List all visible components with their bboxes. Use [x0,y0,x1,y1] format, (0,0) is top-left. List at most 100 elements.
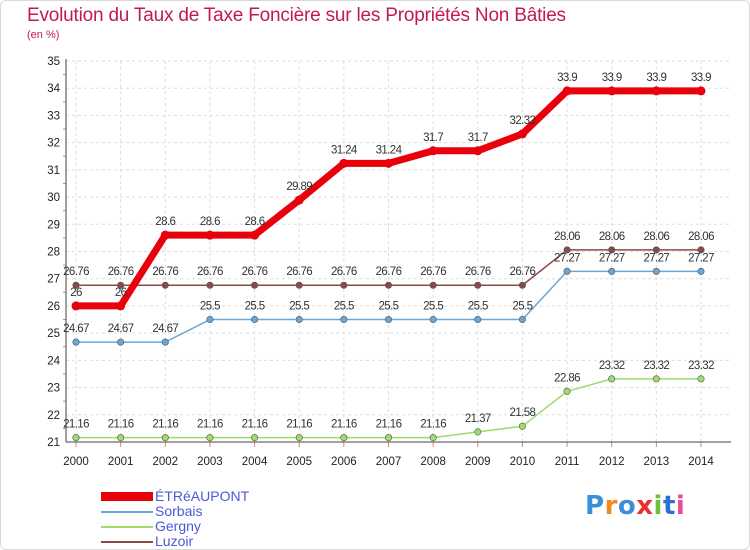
data-point [339,158,349,168]
data-label: 26.76 [152,266,178,278]
data-point [697,267,705,275]
data-point [384,281,392,289]
data-label: 31.24 [376,144,403,156]
proxiti-logo: Proxiti [585,491,685,521]
data-point [697,246,705,254]
data-label: 27.27 [599,252,625,264]
y-tick-label: 21 [47,437,60,449]
data-point [72,281,80,289]
data-point [72,434,80,442]
data-point [116,301,126,311]
x-tick-label: 2014 [688,456,714,468]
logo-letter: r [604,491,618,521]
data-point [518,422,526,430]
data-point [517,129,527,139]
data-label: 33.9 [691,72,711,84]
data-point [474,316,482,324]
legend-swatch-etreaupont [101,492,153,501]
data-point [474,281,482,289]
data-point [697,375,705,383]
x-tick-label: 2004 [242,456,268,468]
data-label: 21.16 [376,419,402,431]
x-tick-label: 2002 [152,456,178,468]
data-point [429,316,437,324]
y-tick-label: 29 [47,219,60,231]
x-tick-label: 2009 [465,456,491,468]
data-point [608,246,616,254]
y-tick-label: 26 [47,301,60,313]
data-label: 26 [115,287,127,299]
data-point [429,281,437,289]
data-point [562,86,572,96]
legend-swatch-gergny [101,526,153,528]
data-point [563,387,571,395]
data-point [696,86,706,96]
data-label: 24.67 [152,323,178,335]
data-label: 33.9 [646,72,666,84]
y-tick-label: 22 [47,410,60,422]
data-label: 33.9 [557,72,577,84]
data-label: 25.5 [468,301,488,313]
data-point [563,246,571,254]
logo-letter: x [636,491,654,521]
logo-letter: t [662,491,676,521]
data-point [474,428,482,436]
data-point [652,267,660,275]
data-label: 26.76 [465,266,491,278]
x-tick-label: 2005 [286,456,312,468]
data-point [251,316,259,324]
data-point [652,246,660,254]
data-label: 26.76 [420,266,446,278]
data-point [294,195,304,205]
data-point [518,316,526,324]
data-label: 24.67 [108,323,134,335]
data-label: 27.27 [643,252,669,264]
data-point [206,434,214,442]
data-point [161,338,169,346]
series-lines [71,86,706,442]
data-point [161,281,169,289]
y-tick-label: 33 [47,110,60,122]
data-point [340,434,348,442]
data-label: 21.16 [152,419,178,431]
x-tick-label: 2010 [510,456,536,468]
data-point [340,281,348,289]
data-label: 28.6 [155,216,175,228]
data-label: 28.06 [554,231,580,243]
logo-letter: P [585,491,605,521]
data-label: 21.16 [108,419,134,431]
data-point [652,375,660,383]
data-label: 26.76 [331,266,357,278]
data-point [205,230,215,240]
data-point [384,316,392,324]
data-point [295,434,303,442]
data-label: 25.5 [423,301,443,313]
data-point [251,434,259,442]
data-label: 21.16 [197,419,223,431]
data-label: 28.06 [643,231,669,243]
data-point [250,230,260,240]
data-point [295,281,303,289]
data-label: 25.5 [289,301,309,313]
data-label: 32.32 [510,115,536,127]
data-point [206,281,214,289]
data-label: 28.06 [599,231,625,243]
data-point [607,86,617,96]
y-tick-label: 35 [47,56,60,68]
x-tick-label: 2003 [197,456,223,468]
data-label: 31.24 [331,144,358,156]
data-label: 21.16 [286,419,312,431]
legend-swatch-sorbais [101,511,153,513]
data-label: 23.32 [643,360,669,372]
data-label: 33.9 [602,72,622,84]
grid [66,60,731,443]
data-label: 29.89 [286,181,312,193]
y-tick-label: 25 [47,328,60,340]
data-point [518,281,526,289]
data-point [429,434,437,442]
data-point [340,316,348,324]
legend-label-luzoir: Luzoir [155,533,194,549]
data-label: 25.5 [512,301,532,313]
logo-letter: i [675,491,686,521]
